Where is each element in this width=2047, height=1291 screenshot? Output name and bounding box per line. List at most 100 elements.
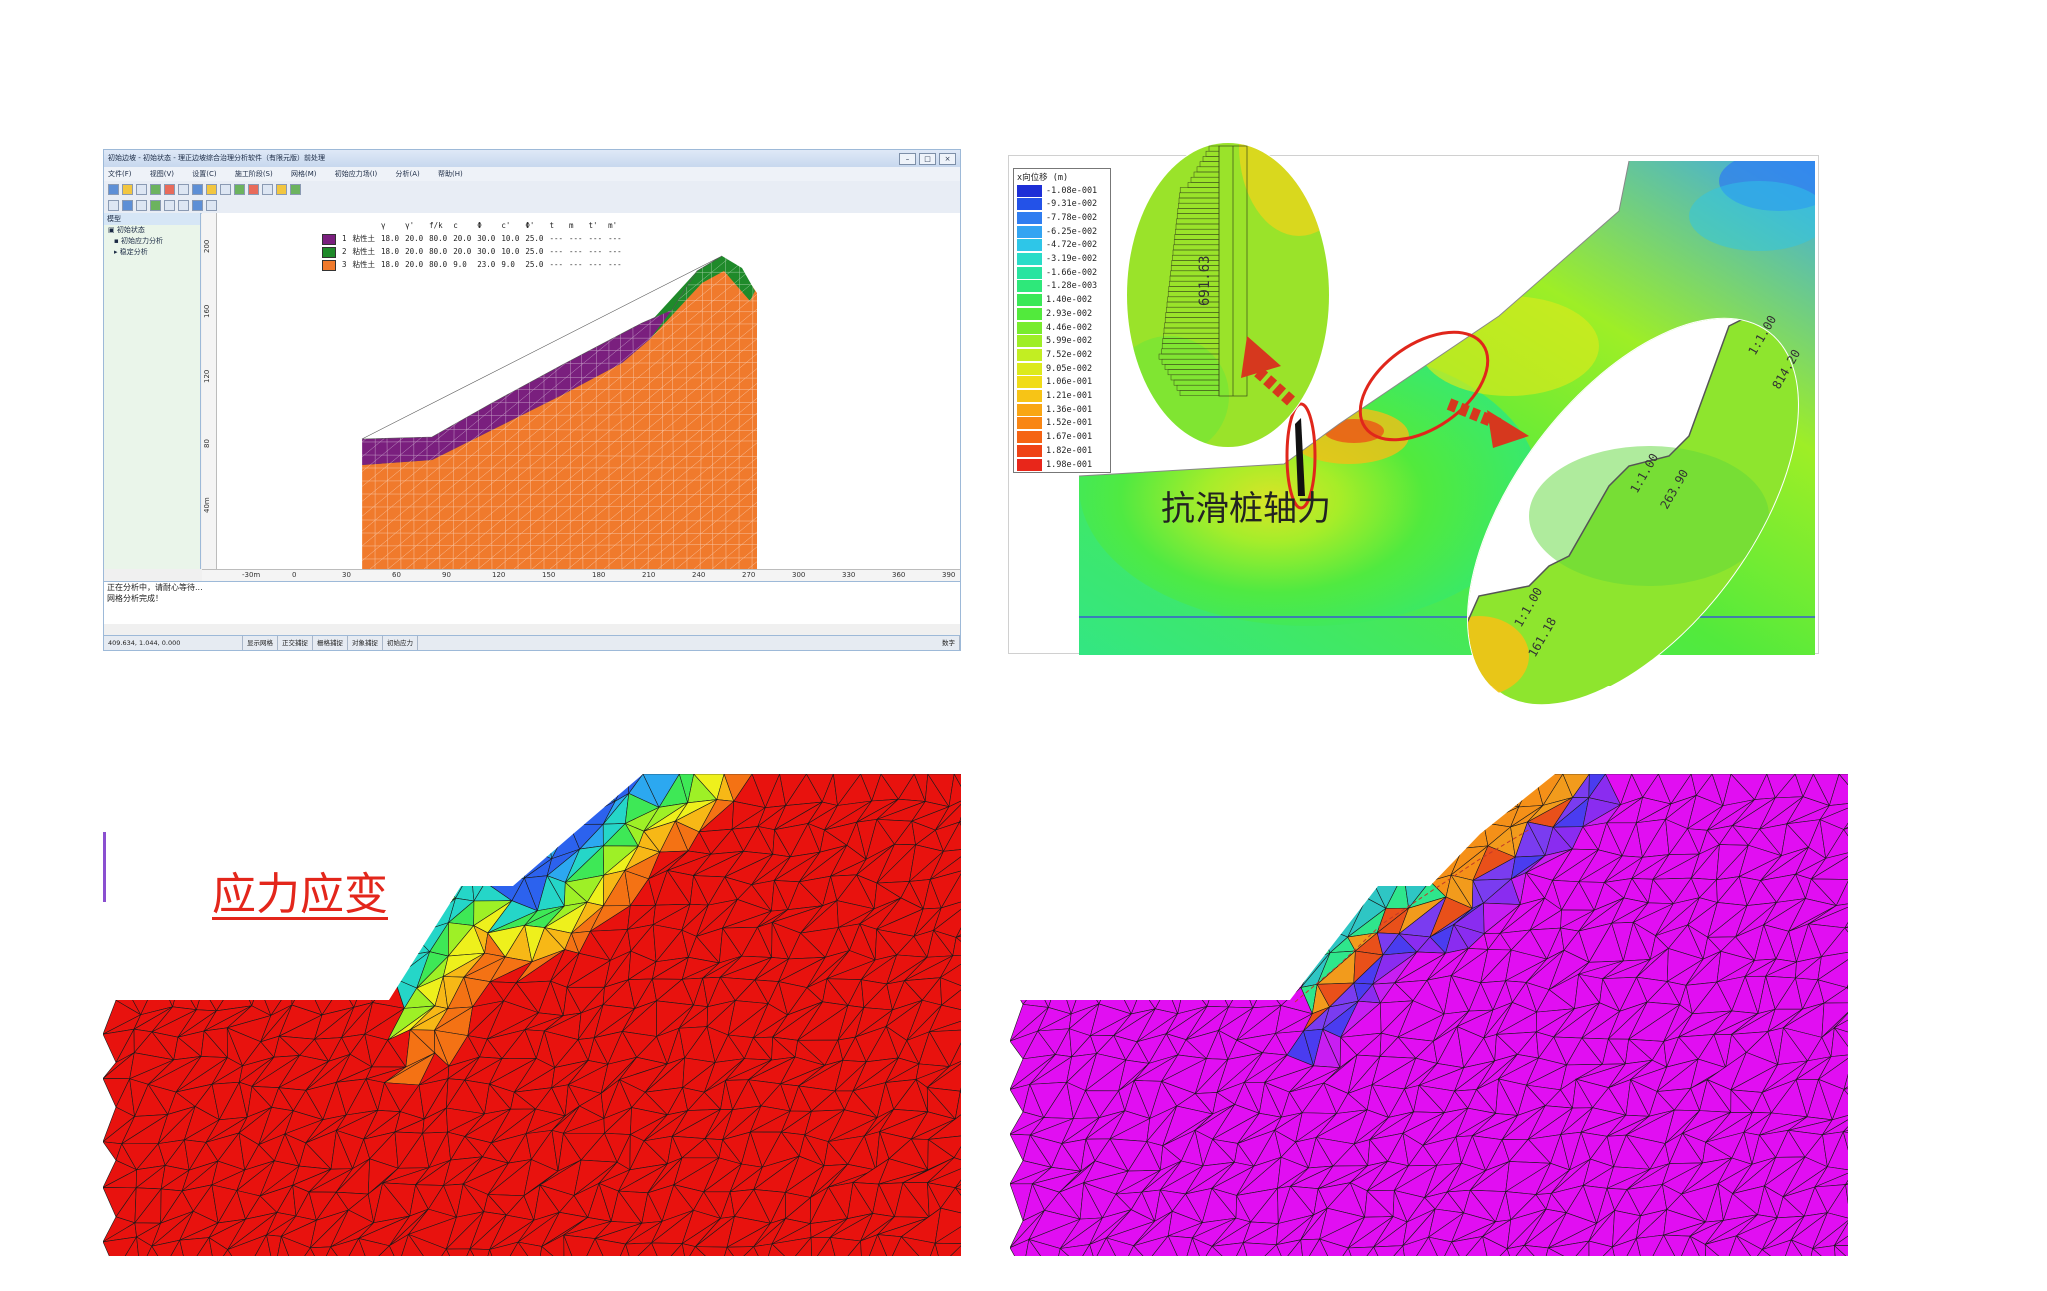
legend-swatch — [1017, 431, 1042, 444]
legend-value: 9.05e-002 — [1046, 363, 1093, 374]
material-color-swatch — [322, 246, 336, 258]
menu-item-mesh[interactable]: 网格(M) — [290, 170, 317, 178]
legend-entry: 2.93e-002 — [1017, 307, 1092, 320]
fit-icon[interactable] — [206, 199, 217, 211]
window-titlebar: 初始边坡 - 初始状态 - 理正边坡综合治理分析软件（有限元版）前处理 – □ … — [104, 150, 960, 167]
material-no: 2 — [342, 247, 347, 256]
new-icon[interactable] — [108, 183, 119, 195]
legend-entry: -1.28e-003 — [1017, 280, 1097, 293]
status-toggle-grid[interactable]: 显示网格 — [243, 636, 278, 650]
material-param: --- — [608, 247, 622, 256]
model-canvas[interactable]: γ γ' f/k c Φ c' Φ' t m t' m' 1 粘性土 18.0 20.… — [202, 213, 960, 569]
col-header: m — [569, 221, 574, 230]
x-tick-label: -30m — [242, 571, 261, 579]
stress-contour-panel — [103, 774, 961, 1256]
legend-entry: 1.67e-001 — [1017, 431, 1092, 444]
tool-icon[interactable] — [220, 183, 231, 195]
save-icon[interactable] — [136, 183, 147, 195]
tree-item-stability[interactable]: ▸ 稳定分析 — [114, 248, 148, 256]
legend-entry: 4.46e-002 — [1017, 321, 1092, 334]
x-tick-label: 30 — [342, 571, 351, 579]
legend-entry: -9.31e-002 — [1017, 198, 1097, 211]
legend-swatch — [1017, 184, 1042, 197]
material-param: 20.0 — [453, 247, 472, 256]
status-toggle-ortho[interactable]: 正交捕捉 — [278, 636, 313, 650]
status-numlock: 数字 — [938, 636, 960, 650]
tool-icon[interactable] — [122, 199, 133, 211]
legend-swatch — [1017, 403, 1042, 416]
model-tree-panel: 模型 ▣ 初始状态 ▪ 初始应力分析 ▸ 稳定分析 — [104, 213, 201, 569]
legend-value: -1.66e-002 — [1046, 267, 1098, 278]
tree-item-initial-stress[interactable]: ▪ 初始应力分析 — [114, 237, 163, 245]
displacement-contour-panel: 691.63 1:1.00 161.18 1:1.00 263.90 1:1.0… — [1008, 142, 1849, 707]
legend-value: -9.31e-002 — [1046, 199, 1098, 210]
tool-icon[interactable] — [136, 199, 147, 211]
strain-contour-panel — [1010, 774, 1848, 1256]
tool-icon[interactable] — [164, 183, 175, 195]
material-param: 9.0 — [453, 260, 467, 269]
material-param: 18.0 — [381, 234, 400, 243]
fem-software-window: 初始边坡 - 初始状态 - 理正边坡综合治理分析软件（有限元版）前处理 – □ … — [103, 149, 961, 651]
tool-icon[interactable] — [192, 183, 203, 195]
material-param: 25.0 — [525, 234, 544, 243]
status-toggle-initial-stress[interactable]: 初始应力 — [383, 636, 418, 650]
menu-item-analysis[interactable]: 分析(A) — [395, 170, 420, 178]
open-icon[interactable] — [122, 183, 133, 195]
tool-icon[interactable] — [150, 199, 161, 211]
x-tick-label: 150 — [542, 571, 556, 579]
menu-item-stages[interactable]: 施工阶段(S) — [234, 170, 273, 178]
legend-swatch — [1017, 390, 1042, 402]
legend-value: 1.98e-001 — [1046, 459, 1093, 470]
legend-entry: -3.19e-002 — [1017, 253, 1097, 266]
material-param: 80.0 — [429, 234, 448, 243]
material-param: 80.0 — [429, 247, 448, 256]
tool-icon[interactable] — [178, 183, 189, 195]
menu-item-file[interactable]: 文件(F) — [108, 170, 132, 178]
refresh-icon[interactable] — [192, 199, 203, 211]
maximize-button[interactable]: □ — [919, 153, 936, 165]
menu-item-settings[interactable]: 设置(C) — [192, 170, 217, 178]
legend-entry: 7.52e-002 — [1017, 348, 1092, 361]
material-param: 9.0 — [501, 260, 515, 269]
material-row: 3 粘性土 18.0 20.0 80.0 9.0 23.0 9.0 25.0 --- --- --- -… — [322, 258, 628, 271]
menu-bar: 文件(F) 视图(V) 设置(C) 施工阶段(S) 网格(M) 初始应力场(I)… — [104, 167, 960, 181]
legend-swatch — [1017, 266, 1042, 279]
minimize-button[interactable]: – — [899, 153, 916, 165]
legend-strip — [103, 832, 106, 902]
legend-value: -1.08e-001 — [1046, 185, 1098, 196]
legend-swatch — [1017, 376, 1042, 389]
zoom-out-icon[interactable] — [178, 199, 189, 211]
delete-icon[interactable] — [248, 183, 259, 195]
y-tick-label: 200 — [203, 239, 211, 253]
x-tick-label: 180 — [592, 571, 606, 579]
zoom-icon[interactable] — [262, 183, 273, 195]
col-header: γ' — [405, 221, 415, 230]
x-tick-label: 210 — [642, 571, 656, 579]
menu-item-help[interactable]: 帮助(H) — [437, 170, 463, 178]
tool-icon[interactable] — [150, 183, 161, 195]
y-tick-label: 40m — [203, 497, 211, 513]
tool-icon[interactable] — [108, 199, 119, 211]
menu-item-initial-stress[interactable]: 初始应力场(I) — [334, 170, 378, 178]
displacement-contour: 691.63 1:1.00 161.18 1:1.00 263.90 1:1.0… — [1078, 142, 1849, 707]
material-no: 1 — [342, 234, 347, 243]
status-toggle-grid-snap[interactable]: 栅格捕捉 — [313, 636, 348, 650]
material-param: --- — [588, 260, 603, 269]
legend-value: 7.52e-002 — [1046, 349, 1093, 360]
legend-entry: 5.99e-002 — [1017, 335, 1092, 348]
legend-value: -7.78e-002 — [1046, 212, 1098, 223]
material-param: --- — [549, 247, 563, 256]
x-tick-label: 60 — [392, 571, 401, 579]
legend-swatch — [1017, 253, 1042, 265]
tool-icon[interactable] — [234, 183, 245, 195]
legend-value: 1.67e-001 — [1046, 432, 1093, 443]
tool-icon[interactable] — [206, 183, 217, 195]
chart-icon[interactable] — [290, 183, 301, 195]
pile-axial-force-bars — [1158, 145, 1248, 397]
chart-icon[interactable] — [276, 183, 287, 195]
menu-item-view[interactable]: 视图(V) — [149, 170, 174, 178]
close-button[interactable]: × — [939, 153, 956, 165]
tree-item-initial-state[interactable]: ▣ 初始状态 — [108, 226, 145, 234]
status-toggle-object-snap[interactable]: 对象捕捉 — [348, 636, 383, 650]
zoom-in-icon[interactable] — [164, 199, 175, 211]
